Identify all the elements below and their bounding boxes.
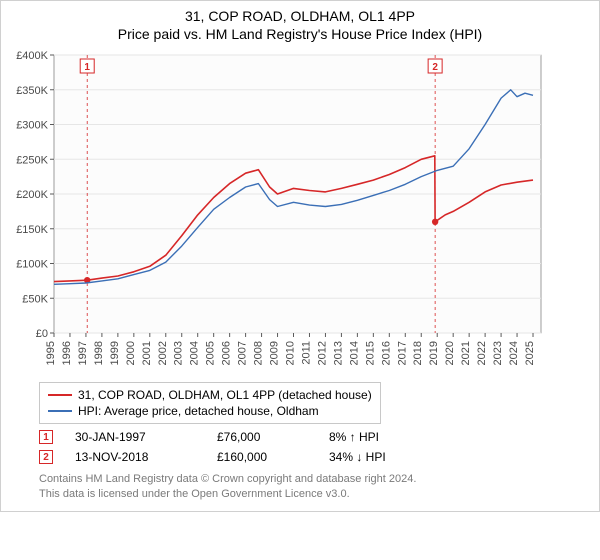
subtitle: Price paid vs. HM Land Registry's House … [9,25,591,43]
svg-text:2024: 2024 [508,341,520,365]
svg-text:2015: 2015 [364,341,376,365]
legend: 31, COP ROAD, OLDHAM, OL1 4PP (detached … [39,382,381,424]
svg-text:2014: 2014 [348,341,360,365]
legend-swatch-price-paid [48,394,72,396]
svg-text:1996: 1996 [61,341,73,365]
sale-delta: 34% ↓ HPI [329,450,449,464]
chart-container: 31, COP ROAD, OLDHAM, OL1 4PP Price paid… [0,0,600,512]
address-title: 31, COP ROAD, OLDHAM, OL1 4PP [9,7,591,25]
svg-text:2005: 2005 [205,341,217,365]
svg-text:£200K: £200K [16,189,48,201]
legend-row-1: 31, COP ROAD, OLDHAM, OL1 4PP (detached … [48,387,372,403]
legend-label-hpi: HPI: Average price, detached house, Oldh… [78,404,319,418]
svg-text:2000: 2000 [125,341,137,365]
sale-row: 2 13-NOV-2018 £160,000 34% ↓ HPI [39,450,591,464]
svg-text:£250K: £250K [16,155,48,167]
svg-text:2025: 2025 [524,341,536,365]
svg-text:1999: 1999 [109,341,121,365]
legend-label-price-paid: 31, COP ROAD, OLDHAM, OL1 4PP (detached … [78,388,372,402]
sale-marker: 2 [39,450,53,464]
footer-note: Contains HM Land Registry data © Crown c… [39,472,591,501]
footer-line-1: Contains HM Land Registry data © Crown c… [39,472,591,486]
svg-text:2019: 2019 [428,341,440,365]
svg-text:2010: 2010 [285,341,297,365]
sales-list: 1 30-JAN-1997 £76,000 8% ↑ HPI 2 13-NOV-2018 £… [9,430,591,464]
svg-text:2008: 2008 [253,341,265,365]
svg-text:1997: 1997 [77,341,89,365]
svg-text:2: 2 [432,62,438,73]
sale-price: £76,000 [217,430,307,444]
legend-row-2: HPI: Average price, detached house, Oldh… [48,403,372,419]
svg-text:2021: 2021 [460,341,472,365]
svg-text:2004: 2004 [189,341,201,365]
sale-date: 30-JAN-1997 [75,430,195,444]
svg-text:2002: 2002 [157,341,169,365]
svg-text:2013: 2013 [332,341,344,365]
svg-text:2022: 2022 [476,341,488,365]
svg-text:2023: 2023 [492,341,504,365]
svg-text:2007: 2007 [237,341,249,365]
svg-text:2016: 2016 [380,341,392,365]
sale-delta: 8% ↑ HPI [329,430,449,444]
svg-text:1: 1 [84,62,90,73]
svg-text:2003: 2003 [173,341,185,365]
svg-text:1998: 1998 [93,341,105,365]
svg-text:£100K: £100K [16,259,48,271]
svg-text:£350K: £350K [16,85,48,97]
svg-text:£0: £0 [36,328,48,340]
sale-price: £160,000 [217,450,307,464]
sale-row: 1 30-JAN-1997 £76,000 8% ↑ HPI [39,430,591,444]
svg-text:£400K: £400K [16,50,48,62]
svg-text:2018: 2018 [412,341,424,365]
sale-date: 13-NOV-2018 [75,450,195,464]
svg-text:2001: 2001 [141,341,153,365]
svg-text:£300K: £300K [16,120,48,132]
footer-line-2: This data is licensed under the Open Gov… [39,487,591,501]
svg-text:1995: 1995 [45,341,57,365]
line-chart: £0 £50K £100K £150K £200K £250K £300K £350K £400… [9,49,549,369]
svg-text:2006: 2006 [221,341,233,365]
legend-swatch-hpi [48,410,72,412]
plot-area: £0 £50K £100K £150K £200K £250K £300K £350K £400… [9,49,591,374]
svg-text:2012: 2012 [316,341,328,365]
svg-text:£150K: £150K [16,224,48,236]
sale-marker: 1 [39,430,53,444]
svg-text:2020: 2020 [444,341,456,365]
svg-text:2017: 2017 [396,341,408,365]
svg-text:2009: 2009 [269,341,281,365]
svg-text:£50K: £50K [22,294,48,306]
svg-text:2011: 2011 [300,341,312,365]
